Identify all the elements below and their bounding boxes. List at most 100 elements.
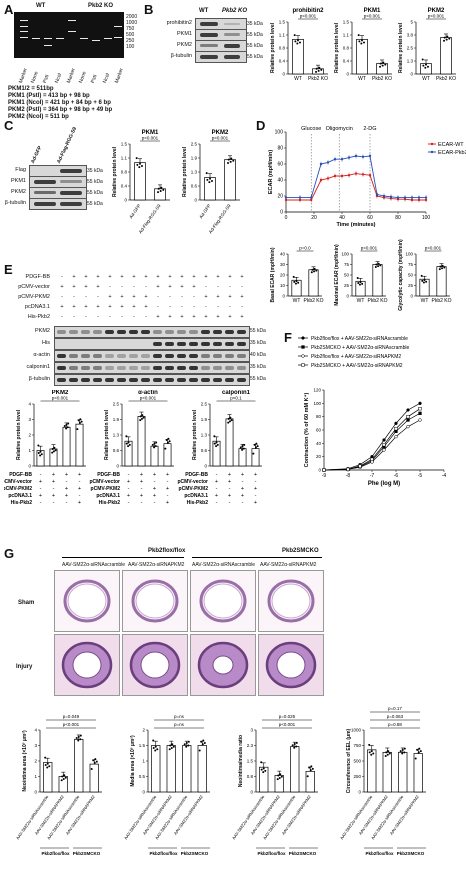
p-value: p<0.001 xyxy=(300,14,317,19)
blot-row-label: PKM2 xyxy=(35,328,50,334)
panel-label-a: A xyxy=(4,2,14,17)
data-point xyxy=(213,442,216,445)
chart-title: prohibitin2 xyxy=(293,8,325,14)
p-value: p<0.001 xyxy=(52,396,69,401)
condition-sign: - xyxy=(255,493,257,499)
data-point xyxy=(295,745,298,748)
y-tick-label: 40 xyxy=(277,178,283,184)
data-point xyxy=(401,748,404,751)
condition-sign: + xyxy=(192,284,196,290)
category-label: Pkb2 KO xyxy=(308,76,328,82)
data-point xyxy=(200,740,203,743)
kda-label: 55 kDa xyxy=(250,328,266,334)
lane-label: None xyxy=(78,70,88,85)
data-point xyxy=(44,756,47,759)
kda-label: 35 kDa xyxy=(250,364,266,370)
condition-sign: + xyxy=(84,304,88,310)
condition-sign: + xyxy=(153,472,156,478)
x-tick-label: 40 xyxy=(339,215,345,221)
y-tick-label: 0 xyxy=(142,790,145,795)
category-label: Ad-Flag-RGG-S9 xyxy=(208,203,232,235)
data-point xyxy=(262,771,265,774)
ladder-750: 750 xyxy=(126,26,135,32)
condition-label: His-Pkb2 xyxy=(27,314,50,320)
condition-sign: + xyxy=(168,284,172,290)
data-point xyxy=(297,39,299,42)
data-point xyxy=(421,58,424,61)
lane-label: PstI xyxy=(42,73,51,85)
y-tick-label: 0 xyxy=(410,72,413,77)
condition-sign: - xyxy=(216,500,218,506)
data-point xyxy=(63,425,66,428)
data-point xyxy=(155,441,158,444)
y-tick-label: 0 xyxy=(318,468,321,473)
data-point xyxy=(315,67,318,70)
y-tick-label: 100 xyxy=(275,130,284,136)
y-tick-label: 0 xyxy=(358,790,361,795)
category-label: WT xyxy=(357,298,365,304)
row-label-sham: Sham xyxy=(18,600,35,606)
data-point xyxy=(62,777,65,780)
data-point xyxy=(160,186,163,189)
data-point xyxy=(76,428,79,431)
condition-sign: - xyxy=(141,486,143,492)
lane-label: Marker xyxy=(114,67,125,85)
category-label: WT xyxy=(293,298,301,304)
x-tick-label: 20 xyxy=(311,215,317,221)
bar xyxy=(308,269,319,297)
category-label: AAV-SM22α-siRNAPKM2 xyxy=(173,794,205,836)
y-tick-label: 0.8 xyxy=(247,774,254,779)
data-point xyxy=(441,264,444,267)
data-point xyxy=(320,68,323,71)
y-axis-label: Relative protein level xyxy=(104,409,110,460)
condition-label: pCMV-vector xyxy=(18,284,50,290)
condition-sign: + xyxy=(153,493,156,499)
panel-d-ecar-chart: 0 20 40 60 80 100 0 20 40 60 80 100 Time (minutes) EC… xyxy=(268,126,466,228)
x-tick-label: -9 xyxy=(322,473,327,479)
kda-label: 55 kDa xyxy=(247,43,263,49)
panel-label-g: G xyxy=(4,546,15,561)
condition-sign: + xyxy=(52,493,55,499)
y-tick-label: 0.8 xyxy=(343,46,350,51)
p-value: p<0.001 xyxy=(212,136,229,141)
legend-marker xyxy=(301,354,305,358)
y-tick-label: 2.5 xyxy=(407,46,414,51)
y-tick-label: 30 xyxy=(280,262,286,267)
bar xyxy=(419,278,430,297)
x-tick-label: -7 xyxy=(370,473,375,479)
condition-sign: + xyxy=(228,479,231,485)
histology-injury-image xyxy=(190,634,256,696)
y-tick-label: 2.5 xyxy=(201,402,208,407)
y-tick-label: 1.3 xyxy=(201,433,208,438)
data-point xyxy=(424,66,427,69)
category-label: Ad-GFP xyxy=(128,203,141,219)
data-point xyxy=(140,165,143,168)
data-point xyxy=(152,746,155,749)
condition-sign: + xyxy=(140,472,143,478)
data-point xyxy=(215,441,218,444)
condition-sign: + xyxy=(241,493,244,499)
legend-label: ECAR-WT xyxy=(438,142,464,148)
data-point xyxy=(260,761,263,764)
condition-sign: - xyxy=(79,493,81,499)
category-label: WT xyxy=(358,76,366,82)
gel-note: PKM1/2 = 511bp xyxy=(8,86,54,92)
y-tick-label: 0.6 xyxy=(191,184,198,189)
data-point xyxy=(187,740,190,743)
category-label: Pkb2 KO xyxy=(303,298,323,304)
histology-injury-image xyxy=(54,634,120,696)
condition-sign: - xyxy=(205,284,207,290)
y-tick-label: 80 xyxy=(316,414,322,419)
data-point xyxy=(310,765,313,768)
condition-sign: + xyxy=(52,479,55,485)
data-point xyxy=(37,444,40,447)
condition-sign: + xyxy=(215,493,218,499)
data-point xyxy=(93,761,96,764)
ladder-500: 500 xyxy=(126,32,135,38)
y-tick-label: 3 xyxy=(28,417,31,422)
group-label: Pkb2flox/flox xyxy=(257,851,286,856)
group-label: Pkb2SMCKO xyxy=(397,851,425,856)
p-value: p<0.001 xyxy=(63,722,80,727)
blot-row-label: PKM1 xyxy=(11,178,26,184)
histology-sham-image xyxy=(54,570,120,632)
